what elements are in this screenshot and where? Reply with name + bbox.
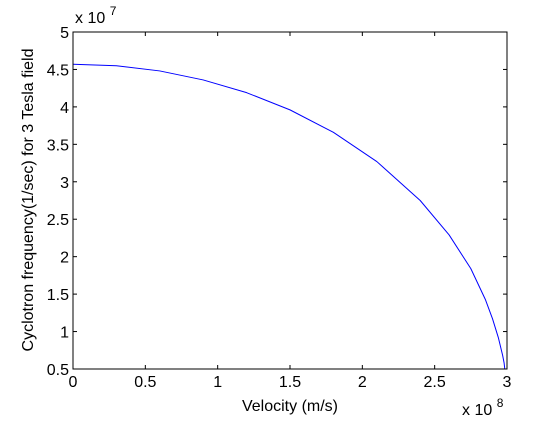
series-layer (73, 63, 506, 369)
x-tick-label: 1.5 (279, 374, 301, 391)
x-tick-label: 3 (503, 374, 512, 391)
y-tick-label: 1.5 (47, 287, 69, 304)
series-line (73, 63, 506, 369)
y-tick-label: 4.5 (47, 62, 69, 79)
x-tick-label: 0.5 (134, 374, 156, 391)
y-tick-label: 3 (60, 175, 69, 192)
y-tick-label: 2.5 (47, 212, 69, 229)
y-tick-label: 1 (60, 325, 69, 342)
x-exponent-base: x 10 (462, 402, 492, 419)
y-axis-exponent: x 10 7 (75, 4, 117, 27)
x-tick-label: 2.5 (424, 374, 446, 391)
x-exponent-power: 8 (497, 396, 504, 410)
y-tick-label: 4 (60, 100, 69, 117)
y-tick-label: 0.5 (47, 362, 69, 379)
y-tick-label: 3.5 (47, 137, 69, 154)
x-axis-exponent: x 10 8 (462, 396, 504, 419)
axes-box (72, 31, 508, 370)
x-tick-label: 0 (69, 374, 78, 391)
y-exponent-power: 7 (110, 4, 117, 18)
x-axis-label: Velocity (m/s) (242, 398, 338, 415)
y-exponent-base: x 10 (75, 10, 105, 27)
y-tick-label: 2 (60, 250, 69, 267)
x-tick-label: 2 (358, 374, 367, 391)
y-axis-label: Cyclotron frequency(1/sec) for 3 Tesla f… (20, 49, 37, 352)
plot-area (73, 32, 507, 369)
y-tick-label: 5 (60, 25, 69, 42)
x-tick-label: 1 (213, 374, 222, 391)
